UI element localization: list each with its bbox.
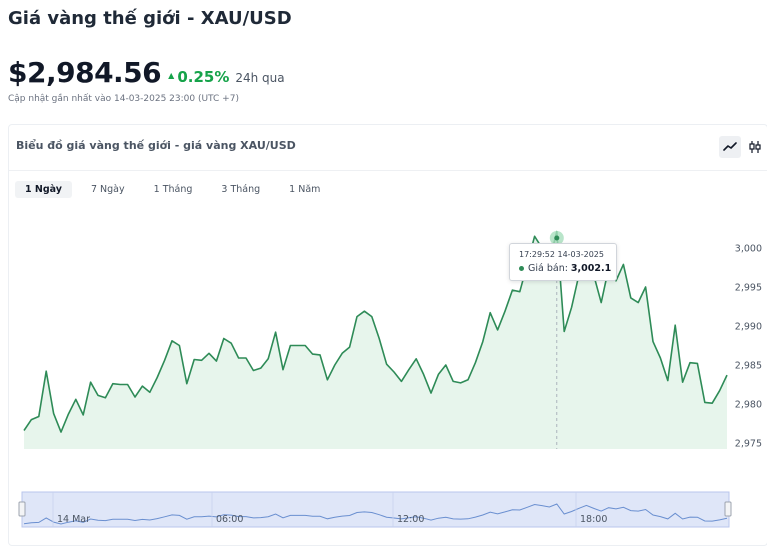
chart-tooltip: 17:29:52 14-03-2025 Giá bán: 3,002.1 <box>509 243 617 281</box>
card-header-divider <box>9 170 767 171</box>
y-axis-tick-label: 2,975 <box>735 439 762 450</box>
line-chart-toggle-button[interactable] <box>719 136 741 158</box>
tab-1-month[interactable]: 1 Tháng <box>153 184 193 195</box>
price-summary: $2,984.56 ▲ 0.25% 24h qua <box>8 56 285 89</box>
price-area-fill <box>24 231 727 449</box>
navigator-time-label: 14 Mar <box>57 514 90 525</box>
y-axis-tick-label: 2,995 <box>735 283 762 294</box>
tab-1-day[interactable]: 1 Ngày <box>15 181 72 198</box>
y-axis-tick-label: 2,980 <box>735 400 762 411</box>
candlestick-chart-toggle-button[interactable] <box>744 136 766 158</box>
price-chart[interactable]: 2,975 2,980 2,985 2,990 2,995 3,000 14 Mar 06:0… <box>0 0 767 535</box>
y-axis-tick-label: 3,000 <box>735 244 762 255</box>
navigator-handle-right[interactable] <box>724 501 732 517</box>
y-axis-tick-label: 2,985 <box>735 361 762 372</box>
tab-3-months[interactable]: 3 Tháng <box>221 184 261 195</box>
triangle-up-icon: ▲ <box>168 71 175 80</box>
change-period: 24h qua <box>235 71 285 85</box>
navigator-window[interactable] <box>21 491 730 528</box>
chart-card-title: Biểu đồ giá vàng thế giới - giá vàng XAU… <box>16 139 296 152</box>
navigator-time-label: 12:00 <box>397 514 424 525</box>
hover-marker <box>554 235 560 241</box>
tooltip-price-row: Giá bán: 3,002.1 <box>519 263 611 274</box>
last-updated-text: Cập nhật gần nhất vào 14-03-2025 23:00 (… <box>8 94 239 104</box>
price-change-percent: 0.25% <box>177 68 230 86</box>
candlestick-icon <box>749 141 761 153</box>
current-price: $2,984.56 <box>8 56 162 89</box>
tooltip-series-marker <box>519 266 524 271</box>
navigator-time-label: 06:00 <box>216 514 243 525</box>
tooltip-time: 17:29:52 14-03-2025 <box>519 250 604 259</box>
tab-1-year[interactable]: 1 Năm <box>289 184 321 195</box>
tooltip-value: 3,002.1 <box>570 263 612 274</box>
time-range-tabs: 1 Ngày 7 Ngày 1 Tháng 3 Tháng 1 Năm <box>15 181 339 198</box>
line-chart-icon <box>723 142 737 151</box>
navigator-handle-left[interactable] <box>18 501 26 517</box>
tooltip-label: Giá bán: <box>528 263 568 274</box>
tab-7-days[interactable]: 7 Ngày <box>90 184 125 195</box>
navigator-time-label: 18:00 <box>580 514 607 525</box>
y-axis-tick-label: 2,990 <box>735 322 762 333</box>
page-title: Giá vàng thế giới - XAU/USD <box>8 8 292 29</box>
navigator-series-line <box>23 503 728 525</box>
